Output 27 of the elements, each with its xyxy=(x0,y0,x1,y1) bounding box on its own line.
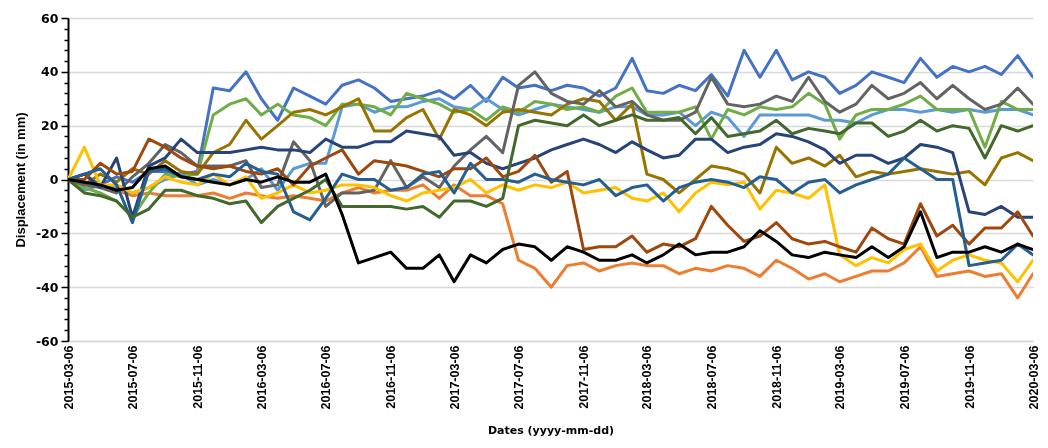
x-tick-label: 2018-07-06 xyxy=(704,345,719,410)
y-tick-label: 0 xyxy=(49,172,59,187)
x-tick-label: 2017-11-06 xyxy=(577,345,592,409)
x-tick-label: 2019-11-06 xyxy=(962,345,977,409)
x-tick-label: 2015-11-06 xyxy=(190,345,205,409)
x-tick-label: 2020-03-06 xyxy=(1026,345,1041,410)
x-tick-label: 2019-07-06 xyxy=(897,345,912,410)
x-tick-label: 2015-07-06 xyxy=(125,345,140,410)
line-series xyxy=(68,156,1033,268)
y-axis-title: Displacement (in mm) xyxy=(12,112,28,248)
x-tick-label: 2018-03-06 xyxy=(640,345,655,410)
x-tick-label: 2015-03-06 xyxy=(61,345,76,410)
y-tick-label: 60 xyxy=(41,10,59,26)
x-axis-title: Dates (yyyy-mm-dd) xyxy=(487,424,615,438)
y-tick-label: -60 xyxy=(35,333,59,349)
x-tick-label: 2019-03-06 xyxy=(833,345,848,410)
y-tick-label: -20 xyxy=(35,225,59,241)
x-tick-label: 2017-07-06 xyxy=(512,345,527,410)
y-tick-label: 40 xyxy=(41,64,59,80)
x-tick-label: 2016-07-06 xyxy=(319,345,334,410)
x-tick-label: 2016-11-06 xyxy=(384,345,399,409)
y-tick-label: -40 xyxy=(35,279,59,295)
x-tick-label: 2017-03-06 xyxy=(447,345,462,410)
x-tick-label: 2016-03-06 xyxy=(254,345,269,410)
x-tick-label: 2018-11-06 xyxy=(769,345,784,409)
y-tick-label: 20 xyxy=(41,118,59,134)
line-series xyxy=(68,113,1033,225)
